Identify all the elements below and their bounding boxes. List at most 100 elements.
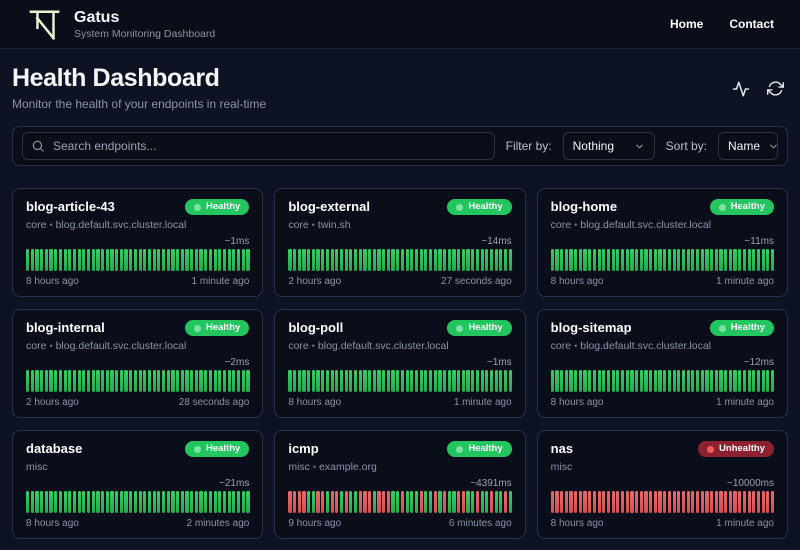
history-bar[interactable] xyxy=(503,249,508,271)
history-bar[interactable] xyxy=(611,491,615,513)
history-bar[interactable] xyxy=(695,491,700,513)
history-bar[interactable] xyxy=(293,249,297,271)
history-bar[interactable] xyxy=(30,249,34,271)
history-bar[interactable] xyxy=(471,491,475,513)
history-bar[interactable] xyxy=(54,491,58,513)
history-bar[interactable] xyxy=(161,370,166,392)
history-bar[interactable] xyxy=(639,491,643,513)
history-bar[interactable] xyxy=(222,491,227,513)
history-bar[interactable] xyxy=(297,491,301,513)
history-bar[interactable] xyxy=(620,370,625,392)
history-bar[interactable] xyxy=(44,249,48,271)
history-bar[interactable] xyxy=(555,491,559,513)
history-bar[interactable] xyxy=(574,249,578,271)
history-bar[interactable] xyxy=(583,370,587,392)
history-bar[interactable] xyxy=(204,370,208,392)
history-bar[interactable] xyxy=(630,249,634,271)
history-bar[interactable] xyxy=(761,370,765,392)
history-bar[interactable] xyxy=(335,491,339,513)
history-bar[interactable] xyxy=(26,249,30,271)
history-bar[interactable] xyxy=(653,491,657,513)
history-bar[interactable] xyxy=(770,491,775,513)
endpoint-card[interactable]: icmp Healthy misc • example.org ~4391ms 9 hour… xyxy=(274,430,526,539)
history-bar[interactable] xyxy=(747,491,751,513)
endpoint-card[interactable]: blog-home Healthy core • blog.default.svc.cl… xyxy=(536,188,788,297)
history-bar[interactable] xyxy=(241,370,245,392)
history-bar[interactable] xyxy=(330,370,334,392)
history-bar[interactable] xyxy=(485,370,489,392)
history-bar[interactable] xyxy=(199,370,203,392)
history-bar[interactable] xyxy=(157,249,161,271)
history-bar[interactable] xyxy=(176,370,180,392)
history-bar[interactable] xyxy=(592,491,597,513)
history-bar[interactable] xyxy=(560,370,564,392)
history-bar[interactable] xyxy=(428,370,433,392)
history-bar[interactable] xyxy=(302,491,306,513)
history-bar[interactable] xyxy=(475,491,480,513)
history-bar[interactable] xyxy=(564,249,568,271)
history-bar[interactable] xyxy=(578,370,582,392)
history-bar[interactable] xyxy=(368,249,372,271)
history-bar[interactable] xyxy=(457,491,461,513)
history-bar[interactable] xyxy=(40,491,44,513)
history-bar[interactable] xyxy=(353,370,358,392)
history-bar[interactable] xyxy=(176,249,180,271)
history-bar[interactable] xyxy=(152,491,156,513)
history-bar[interactable] xyxy=(644,249,648,271)
history-bar[interactable] xyxy=(569,491,573,513)
history-bar[interactable] xyxy=(344,249,348,271)
endpoint-card[interactable]: nas Unhealthy misc ~10000ms 8 hours ago 1 min… xyxy=(536,430,788,539)
history-bar[interactable] xyxy=(466,249,470,271)
history-bar[interactable] xyxy=(96,249,100,271)
history-bar[interactable] xyxy=(457,249,461,271)
history-bar[interactable] xyxy=(386,249,390,271)
history-bar[interactable] xyxy=(400,249,405,271)
history-bar[interactable] xyxy=(499,249,503,271)
history-bar[interactable] xyxy=(452,370,456,392)
history-bar[interactable] xyxy=(297,370,301,392)
history-bar[interactable] xyxy=(663,370,667,392)
history-bar[interactable] xyxy=(35,370,39,392)
history-bar[interactable] xyxy=(574,491,578,513)
history-bar[interactable] xyxy=(635,249,639,271)
history-bar[interactable] xyxy=(695,370,700,392)
history-bar[interactable] xyxy=(766,491,770,513)
history-bar[interactable] xyxy=(49,491,53,513)
history-bar[interactable] xyxy=(241,491,245,513)
history-bar[interactable] xyxy=(227,249,231,271)
history-bar[interactable] xyxy=(710,370,714,392)
history-bar[interactable] xyxy=(91,249,95,271)
history-bar[interactable] xyxy=(550,249,554,271)
history-bar[interactable] xyxy=(738,249,742,271)
history-bar[interactable] xyxy=(307,370,311,392)
history-bar[interactable] xyxy=(560,249,564,271)
history-bar[interactable] xyxy=(649,249,653,271)
history-bar[interactable] xyxy=(86,491,91,513)
history-bar[interactable] xyxy=(72,491,77,513)
history-bar[interactable] xyxy=(410,491,414,513)
endpoint-card[interactable]: blog-external Healthy core • twin.sh ~14ms 2 h… xyxy=(274,188,526,297)
history-bar[interactable] xyxy=(185,370,189,392)
history-bar[interactable] xyxy=(639,249,643,271)
history-bar[interactable] xyxy=(485,249,489,271)
history-bar[interactable] xyxy=(391,370,395,392)
history-bar[interactable] xyxy=(578,249,582,271)
history-bar[interactable] xyxy=(119,491,123,513)
history-bar[interactable] xyxy=(756,249,761,271)
history-bar[interactable] xyxy=(405,249,409,271)
history-bar[interactable] xyxy=(443,249,447,271)
history-bar[interactable] xyxy=(316,491,320,513)
history-bar[interactable] xyxy=(232,491,236,513)
history-bar[interactable] xyxy=(208,370,212,392)
history-bar[interactable] xyxy=(728,249,732,271)
history-bar[interactable] xyxy=(110,370,114,392)
history-bar[interactable] xyxy=(620,491,625,513)
history-bar[interactable] xyxy=(58,491,62,513)
endpoint-card[interactable]: blog-sitemap Healthy core • blog.default.svc… xyxy=(536,309,788,418)
history-bar[interactable] xyxy=(386,370,390,392)
history-bar[interactable] xyxy=(138,491,142,513)
history-bar[interactable] xyxy=(653,249,657,271)
history-bar[interactable] xyxy=(353,491,358,513)
endpoint-card[interactable]: blog-internal Healthy core • blog.default.sv… xyxy=(12,309,264,418)
history-bar[interactable] xyxy=(766,249,770,271)
